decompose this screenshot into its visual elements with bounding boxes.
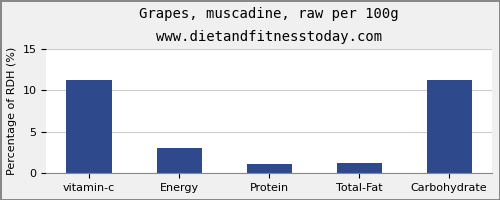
Bar bbox=[156, 148, 202, 173]
Bar bbox=[426, 80, 472, 173]
Title: Grapes, muscadine, raw per 100g
www.dietandfitnesstoday.com: Grapes, muscadine, raw per 100g www.diet… bbox=[140, 7, 399, 44]
Bar bbox=[336, 163, 382, 173]
Y-axis label: Percentage of RDH (%): Percentage of RDH (%) bbox=[7, 47, 17, 175]
Bar bbox=[246, 164, 292, 173]
Bar bbox=[66, 80, 112, 173]
